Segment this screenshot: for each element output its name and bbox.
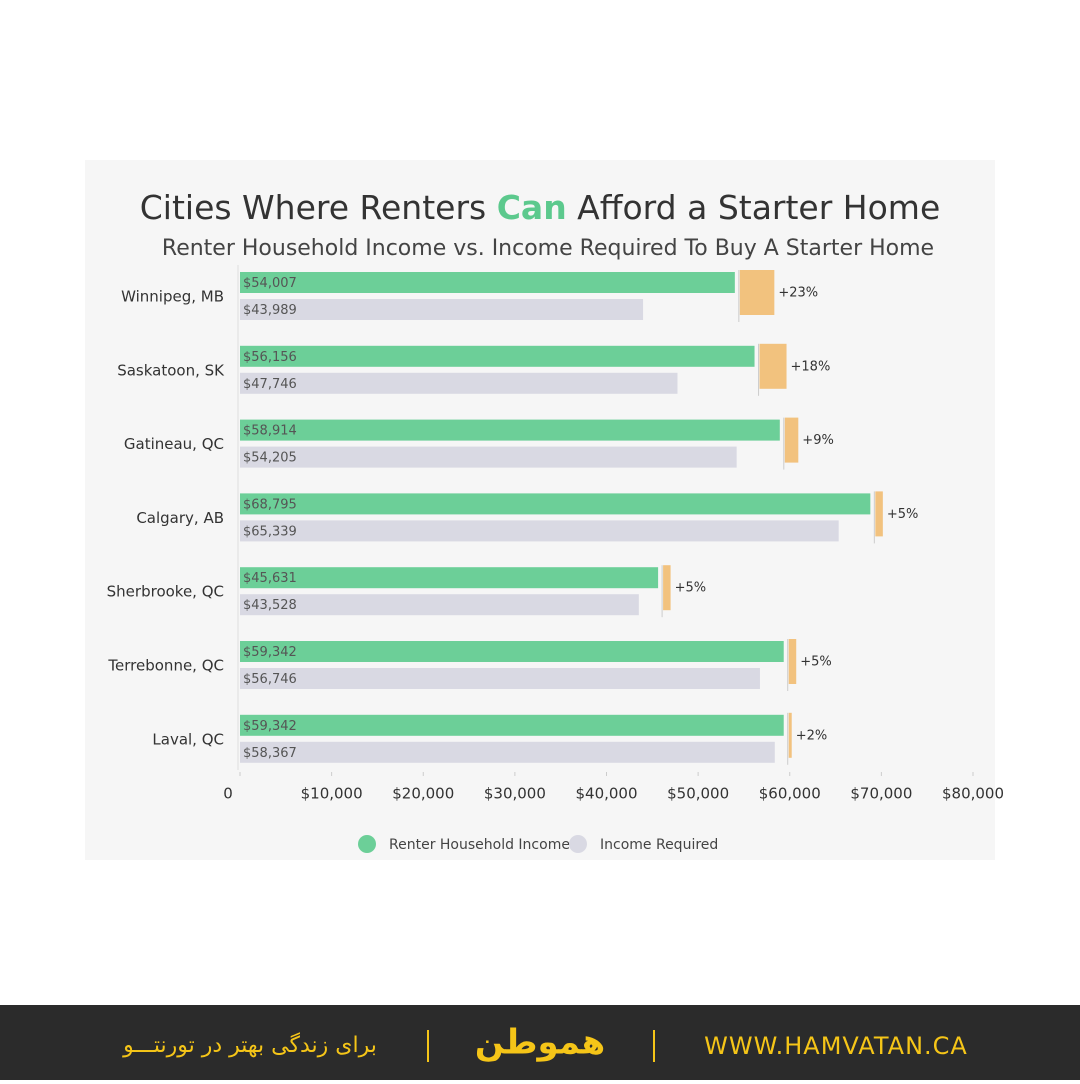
- category-label: Saskatoon, SK: [117, 361, 225, 379]
- category-label: Gatineau, QC: [124, 435, 224, 453]
- value-label: $58,914: [243, 424, 297, 439]
- difference-bar: [788, 639, 797, 684]
- legend-swatch: [358, 835, 376, 853]
- bar: [240, 299, 644, 320]
- legend-label: Income Required: [600, 837, 718, 853]
- bar: [240, 641, 784, 662]
- difference-bar: [663, 565, 671, 611]
- bar: [240, 520, 839, 542]
- difference-label: +2%: [796, 728, 828, 743]
- difference-label: +5%: [887, 507, 919, 522]
- x-tick-label: $40,000: [575, 785, 637, 803]
- title-part: Cities Where Renters: [140, 188, 497, 227]
- value-label: $56,156: [243, 350, 297, 365]
- legend-label: Renter Household Income: [389, 837, 570, 853]
- difference-bar: [739, 270, 775, 315]
- difference-label: +18%: [791, 359, 831, 374]
- bar: [240, 272, 735, 293]
- footer-bar: [0, 1005, 1080, 1080]
- category-label: Calgary, AB: [136, 509, 224, 527]
- x-tick-label: $60,000: [759, 785, 821, 803]
- bar: [240, 419, 780, 441]
- legend-swatch: [569, 835, 587, 853]
- value-label: $59,342: [243, 645, 297, 660]
- title-highlight: Can: [497, 188, 567, 227]
- difference-label: +5%: [675, 581, 707, 596]
- bar: [240, 594, 639, 616]
- bar: [240, 741, 775, 763]
- footer-logo: هموطن: [475, 1023, 605, 1063]
- value-label: $56,746: [243, 672, 297, 687]
- difference-label: +23%: [778, 286, 818, 301]
- chart-title: Cities Where Renters Can Afford a Starte…: [140, 188, 941, 227]
- category-label: Sherbrooke, QC: [107, 583, 224, 601]
- x-tick-label: $10,000: [301, 785, 363, 803]
- x-tick-label: $30,000: [484, 785, 546, 803]
- title-part: Afford a Starter Home: [567, 188, 941, 227]
- value-label: $43,528: [243, 598, 297, 613]
- x-tick-label: $20,000: [392, 785, 454, 803]
- value-label: $59,342: [243, 719, 297, 734]
- x-tick-label: $70,000: [850, 785, 912, 803]
- difference-label: +5%: [800, 655, 832, 670]
- x-tick-label: 0: [223, 785, 233, 803]
- value-label: $45,631: [243, 571, 297, 586]
- bar: [240, 567, 659, 589]
- difference-label: +9%: [802, 433, 834, 448]
- value-label: $47,746: [243, 377, 297, 392]
- value-label: $68,795: [243, 497, 297, 512]
- bar: [240, 714, 784, 736]
- value-label: $65,339: [243, 524, 297, 539]
- difference-bar: [875, 491, 883, 537]
- category-label: Terrebonne, QC: [107, 657, 224, 675]
- footer-slogan: برای زندگی بهتر در تورنتـــو: [122, 1032, 377, 1058]
- bar: [240, 345, 755, 367]
- bar: [240, 493, 871, 515]
- bar: [240, 668, 760, 689]
- x-tick-label: $80,000: [942, 785, 1004, 803]
- difference-bar: [759, 343, 787, 389]
- bar: [240, 446, 737, 468]
- value-label: $54,007: [243, 276, 297, 291]
- chart-subtitle: Renter Household Income vs. Income Requi…: [162, 236, 934, 261]
- difference-bar: [788, 712, 792, 758]
- difference-bar: [784, 417, 799, 463]
- category-label: Winnipeg, MB: [121, 288, 224, 306]
- footer-website: WWW.HAMVATAN.CA: [704, 1032, 968, 1060]
- value-label: $43,989: [243, 303, 297, 318]
- x-tick-label: $50,000: [667, 785, 729, 803]
- category-label: Laval, QC: [152, 730, 224, 748]
- value-label: $54,205: [243, 451, 297, 466]
- value-label: $58,367: [243, 746, 297, 761]
- bar: [240, 372, 678, 394]
